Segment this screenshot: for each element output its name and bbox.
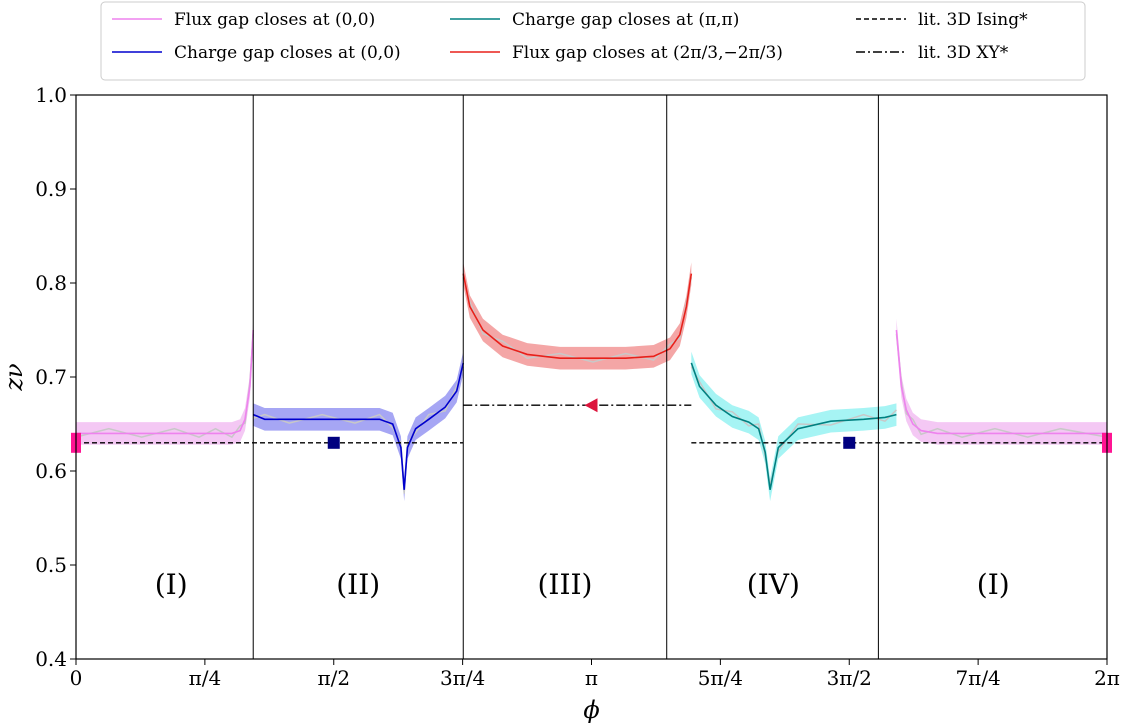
region-labels: (I) (II) (III) (IV) (I) bbox=[155, 568, 1010, 601]
legend-label-3: Flux gap closes at (2π/3,−2π/3) bbox=[512, 43, 783, 63]
band-2 bbox=[463, 262, 692, 370]
band-4 bbox=[896, 318, 1107, 445]
series-line-2 bbox=[462, 273, 693, 359]
marker-triangle-2 bbox=[584, 398, 598, 413]
x-tick-label-6: 3π/2 bbox=[827, 666, 872, 690]
x-tick-label-7: 7π/4 bbox=[955, 666, 1000, 690]
legend-label-2: Charge gap closes at (π,π) bbox=[512, 10, 739, 30]
y-tick-label-6: 1.0 bbox=[35, 83, 67, 107]
x-axis-ticks: 0 π/4 π/2 3π/4 π 5π/4 3π/2 7π/4 2π bbox=[70, 659, 1120, 690]
y-tick-label-2: 0.6 bbox=[35, 459, 67, 483]
y-tick-label-3: 0.7 bbox=[35, 365, 67, 389]
band-1 bbox=[253, 351, 464, 502]
uncertainty-bands bbox=[76, 262, 1107, 502]
marker-square-1 bbox=[843, 436, 856, 449]
region-label-1: (II) bbox=[336, 568, 380, 601]
x-tick-label-3: 3π/4 bbox=[440, 666, 485, 690]
gray-reference-curves bbox=[75, 277, 1108, 494]
x-tick-label-5: 5π/4 bbox=[698, 666, 743, 690]
gray-curve-2 bbox=[462, 277, 693, 363]
legend-label-0: Flux gap closes at (0,0) bbox=[174, 10, 375, 30]
y-tick-label-0: 0.4 bbox=[35, 647, 67, 671]
x-tick-label-2: π/2 bbox=[317, 666, 350, 690]
legend: Flux gap closes at (0,0) Charge gap close… bbox=[100, 1, 1086, 81]
x-tick-label-4: π bbox=[585, 666, 598, 690]
band-0 bbox=[76, 318, 254, 445]
band-3 bbox=[691, 351, 897, 502]
gray-curve-0 bbox=[75, 333, 254, 439]
y-axis-ticks: 0.4 0.5 0.6 0.7 0.8 0.9 1.0 bbox=[35, 83, 76, 671]
y-axis-label: zν bbox=[0, 363, 28, 391]
legend-label-1: Charge gap closes at (0,0) bbox=[174, 43, 401, 63]
region-label-4: (I) bbox=[977, 568, 1010, 601]
region-label-3: (IV) bbox=[747, 568, 800, 601]
series-line-4 bbox=[895, 329, 1107, 435]
x-tick-label-8: 2π bbox=[1094, 666, 1120, 690]
literature-lines bbox=[76, 404, 1107, 444]
x-tick-label-0: 0 bbox=[70, 666, 83, 690]
y-tick-label-1: 0.5 bbox=[35, 553, 67, 577]
legend-label-4: lit. 3D Ising* bbox=[918, 10, 1028, 30]
region-label-0: (I) bbox=[155, 568, 188, 601]
region-label-2: (III) bbox=[537, 568, 592, 601]
marker-square-0 bbox=[327, 436, 340, 449]
y-tick-label-4: 0.8 bbox=[35, 271, 67, 295]
legend-box bbox=[100, 1, 1086, 81]
series-line-1 bbox=[252, 362, 465, 490]
legend-label-5: lit. 3D XY* bbox=[918, 43, 1009, 63]
y-tick-label-5: 0.9 bbox=[35, 177, 67, 201]
x-axis-label: ϕ bbox=[583, 696, 599, 724]
region-boundaries bbox=[252, 95, 879, 659]
series-line-0 bbox=[76, 329, 255, 435]
series-lines bbox=[76, 273, 1107, 490]
x-tick-label-1: π/4 bbox=[189, 666, 222, 690]
series-line-3 bbox=[690, 362, 897, 490]
